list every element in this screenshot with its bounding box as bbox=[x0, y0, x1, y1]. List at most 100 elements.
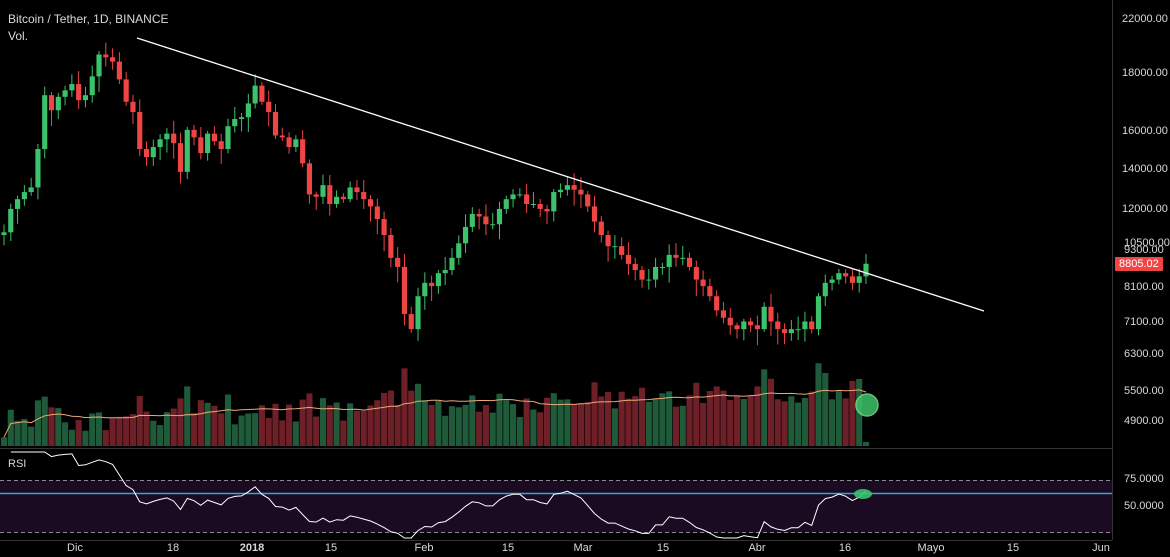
volume-bar bbox=[503, 400, 510, 446]
candle-body bbox=[619, 246, 625, 255]
volume-bar bbox=[577, 403, 584, 446]
candle-body bbox=[320, 185, 326, 197]
candle-body bbox=[605, 234, 611, 247]
candle-body bbox=[435, 273, 441, 287]
candle-body bbox=[300, 139, 306, 164]
volume-bar bbox=[401, 368, 408, 446]
time-tick: 18 bbox=[166, 542, 180, 554]
candle-body bbox=[449, 257, 455, 271]
volume-bar bbox=[645, 401, 652, 446]
candle-body bbox=[259, 85, 265, 102]
candle-body bbox=[666, 254, 672, 267]
volume-bar bbox=[849, 380, 856, 446]
price-tick: 7100.00 bbox=[1124, 316, 1164, 328]
candle-body bbox=[252, 85, 258, 104]
time-tick: 15 bbox=[656, 542, 670, 554]
candle-body bbox=[8, 208, 14, 233]
candle-body bbox=[653, 266, 659, 280]
candle-body bbox=[110, 57, 116, 62]
volume-bar bbox=[442, 415, 449, 446]
volume-bar bbox=[537, 412, 544, 446]
volume-bar bbox=[740, 398, 747, 446]
candle-body bbox=[469, 213, 475, 227]
volume-bar bbox=[720, 390, 727, 446]
candle-body bbox=[347, 187, 353, 200]
candle-body bbox=[21, 192, 27, 200]
volume-bar bbox=[435, 400, 442, 446]
candle-body bbox=[232, 118, 238, 127]
current-price-tag: 8805.02 bbox=[1115, 257, 1163, 271]
time-tick: Mar bbox=[573, 542, 593, 554]
rsi-highlight-circle bbox=[854, 489, 872, 499]
candle-body bbox=[571, 185, 577, 190]
candle-body bbox=[748, 321, 754, 326]
volume-bar bbox=[448, 406, 456, 446]
volume-bar bbox=[258, 405, 265, 446]
volume-bar bbox=[75, 419, 82, 446]
candle-body bbox=[802, 321, 808, 330]
price-tick: 9300.00 bbox=[1124, 244, 1164, 256]
candle-body bbox=[116, 61, 122, 80]
candle-body bbox=[150, 147, 156, 158]
trendline[interactable] bbox=[136, 37, 985, 312]
volume-bar bbox=[170, 408, 177, 446]
volume-bar bbox=[116, 416, 123, 446]
candle-body bbox=[632, 263, 638, 271]
candle-body bbox=[612, 246, 618, 248]
volume-bar bbox=[204, 402, 211, 446]
volume-bar bbox=[129, 414, 137, 446]
candle-body bbox=[843, 273, 849, 277]
volume-bar bbox=[672, 406, 680, 446]
volume-bar bbox=[801, 397, 808, 446]
candle-body bbox=[429, 282, 435, 287]
time-tick: 15 bbox=[1006, 542, 1020, 554]
candle-body bbox=[327, 185, 333, 205]
volume-bar bbox=[177, 398, 184, 446]
volume-bar bbox=[421, 400, 428, 446]
candle-body bbox=[130, 101, 136, 112]
volume-bar bbox=[340, 420, 347, 446]
volume-bar bbox=[727, 400, 734, 446]
volume-bar bbox=[367, 405, 374, 446]
volume-bar bbox=[150, 420, 157, 446]
volume-bar bbox=[625, 398, 632, 446]
candle-body bbox=[69, 84, 75, 91]
candle-body bbox=[76, 84, 82, 101]
candle-body bbox=[1, 232, 7, 235]
candle-body bbox=[96, 54, 102, 77]
volume-bar bbox=[163, 412, 170, 446]
volume-bar bbox=[157, 425, 164, 446]
candle-body bbox=[82, 95, 89, 101]
candle-body bbox=[815, 296, 822, 330]
time-tick: Feb bbox=[414, 542, 434, 554]
volume-bar bbox=[686, 395, 693, 446]
price-tick: 4900.00 bbox=[1124, 415, 1164, 427]
candle-body bbox=[741, 321, 747, 330]
volume-bar bbox=[550, 393, 557, 446]
volume-bar bbox=[523, 398, 530, 446]
time-tick: 15 bbox=[324, 542, 338, 554]
volume-bar bbox=[89, 413, 96, 446]
candle-body bbox=[775, 321, 781, 330]
volume-bar bbox=[394, 404, 401, 446]
volume-bar bbox=[543, 397, 551, 446]
candle-body bbox=[422, 282, 428, 297]
candle-body bbox=[849, 276, 856, 283]
volume-bar bbox=[632, 396, 639, 446]
candle-body bbox=[401, 266, 408, 315]
candle-body bbox=[625, 254, 632, 264]
volume-bar bbox=[306, 393, 313, 446]
candle-body bbox=[395, 257, 401, 267]
time-tick: Dic bbox=[67, 542, 83, 554]
volume-bar bbox=[123, 416, 130, 446]
candle-body bbox=[62, 90, 68, 97]
volume-bars bbox=[0, 363, 870, 446]
candle-body bbox=[225, 126, 231, 150]
candle-body bbox=[795, 329, 801, 331]
candle-body bbox=[591, 206, 598, 222]
candle-body bbox=[754, 325, 760, 330]
volume-bar bbox=[652, 398, 659, 446]
candlesticks bbox=[1, 42, 869, 346]
price-tick: 6300.00 bbox=[1124, 348, 1164, 360]
volume-bar bbox=[611, 408, 618, 446]
